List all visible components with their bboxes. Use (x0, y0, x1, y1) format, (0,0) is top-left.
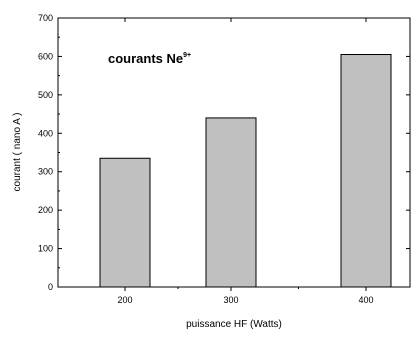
y-axis-title: courant ( nano A ) (12, 113, 23, 192)
y-tick-label: 100 (38, 244, 53, 254)
x-axis: 200 300 400 (117, 18, 374, 305)
x-tick-label: 200 (117, 295, 132, 305)
y-tick-label: 400 (38, 128, 53, 138)
bar-300 (205, 117, 257, 288)
x-axis-title: puissance HF (Watts) (186, 319, 282, 330)
bars-layer (99, 54, 392, 288)
bar-400 (340, 54, 392, 288)
y-tick-label: 600 (38, 51, 53, 61)
x-tick-label: 400 (358, 295, 373, 305)
y-axis: 0 100 200 300 400 500 600 700 (38, 13, 410, 292)
y-tick-label: 500 (38, 90, 53, 100)
y-tick-label: 0 (48, 282, 53, 292)
y-tick-label: 300 (38, 167, 53, 177)
chart-title: courants Ne9+ (108, 51, 191, 66)
y-tick-label: 700 (38, 13, 53, 23)
bar-200 (99, 157, 151, 288)
x-tick-label: 300 (223, 295, 238, 305)
y-tick-label: 200 (38, 205, 53, 215)
